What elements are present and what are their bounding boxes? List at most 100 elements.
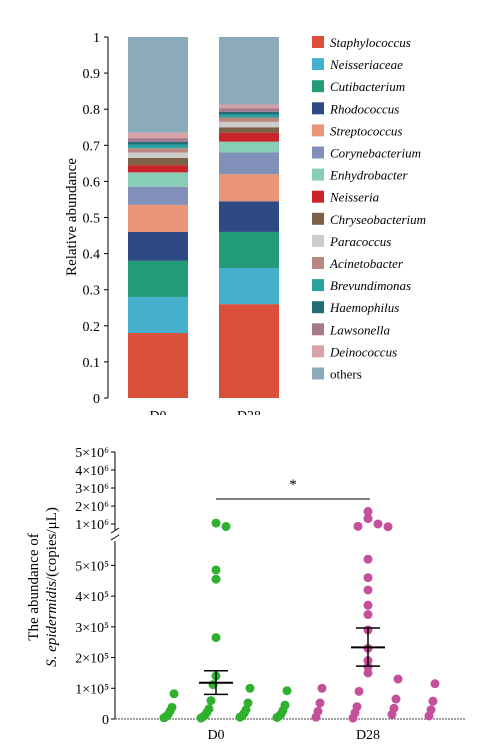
legend-swatch — [312, 345, 324, 358]
data-point-d28 — [393, 674, 403, 684]
chart1-y-tick-label: 0.7 — [83, 139, 101, 154]
bar-segment-d28-enhydrobacter — [219, 141, 279, 153]
chart1-y-tick-label: 1 — [93, 31, 100, 46]
chart2-y-tick-label: 1×10⁶ — [75, 518, 109, 533]
legend-swatch — [312, 212, 324, 225]
legend-label: Neisseriaceae — [329, 57, 403, 72]
bar-segment-d0-neisseriaceae — [128, 296, 188, 334]
legend-swatch — [312, 190, 324, 203]
bar-segment-d0-acinetobacter — [128, 148, 188, 153]
data-point-d28 — [363, 600, 373, 610]
bar-segment-d0-streptococcus — [128, 204, 188, 232]
chart1-y-tick-label: 0.8 — [83, 103, 101, 118]
axis-break-mark — [110, 527, 120, 534]
data-point-d28 — [311, 712, 321, 722]
bar-segment-d0-lawsonella — [128, 138, 188, 142]
bar-segment-d28-deinococcus — [219, 104, 279, 109]
bar-segment-d0-deinococcus — [128, 132, 188, 139]
legend-label: Enhydrobacter — [329, 168, 408, 183]
chart2-y-tick-label: 4×10⁵ — [75, 590, 109, 605]
data-point-d28 — [428, 696, 438, 706]
data-point-d28 — [373, 519, 383, 529]
data-point-d0 — [211, 574, 221, 584]
legend-label: Brevundimonas — [330, 278, 411, 293]
data-point-d28 — [424, 711, 434, 721]
legend-swatch — [312, 58, 324, 71]
bar-segment-d28-paracoccus — [219, 121, 279, 128]
bar-segment-d28-cutibacterium — [219, 231, 279, 269]
stacked-bar-chart: 0 0.1 0.2 0.3 0.4 0.5 0.6 0.7 0.8 0.9 1 D0 D28 Staph… — [64, 31, 426, 415]
data-point-d28 — [387, 709, 397, 719]
bar-segment-d28-others — [219, 37, 279, 105]
data-point-d0 — [206, 696, 216, 706]
bar-segment-d28-lawsonella — [219, 108, 279, 112]
legend-swatch — [312, 36, 324, 48]
bar-segment-d0-enhydrobacter — [128, 172, 188, 187]
bar-segment-d28-brevundimonas — [219, 114, 279, 118]
bar-segment-d28-rhodococcus — [219, 201, 279, 232]
legend-label: Paracoccus — [329, 234, 391, 249]
data-point-d28 — [363, 585, 373, 595]
bar-segment-d0-brevundimonas — [128, 144, 188, 149]
legend-swatch — [312, 80, 324, 93]
chart2-y-tick-label: 1×10⁵ — [75, 682, 109, 697]
legend-swatch — [312, 124, 324, 137]
bar-segment-d0-corynebacterium — [128, 186, 188, 205]
chart1-y-tick-label: 0.2 — [83, 320, 101, 335]
bar-segment-d0-rhodococcus — [128, 231, 188, 261]
bar-segment-d28-neisseriaceae — [219, 268, 279, 305]
chart2-y-tick-label: 3×10⁵ — [75, 621, 109, 636]
legend-swatch — [312, 234, 324, 247]
legend-label: Chryseobacterium — [330, 212, 426, 227]
legend-swatch — [312, 168, 324, 181]
data-point-d28 — [363, 573, 373, 583]
bar-segment-d28-haemophilus — [219, 111, 279, 115]
data-point-d0 — [245, 683, 255, 693]
data-point-d0 — [211, 518, 221, 528]
data-point-d28 — [363, 610, 373, 620]
legend-swatch — [312, 146, 324, 159]
legend-swatch — [312, 367, 324, 380]
chart1-y-tick-label: 0.5 — [83, 212, 101, 227]
legend-swatch — [312, 102, 324, 115]
chart2-x-tick-label: D28 — [356, 728, 380, 743]
chart1-x-tick-label: D0 — [149, 409, 166, 415]
chart1-bars — [128, 37, 279, 398]
data-point-d28 — [353, 521, 363, 531]
scatter-dot-chart: 0 1×10⁵ 2×10⁵ 3×10⁵ 4×10⁵ 5×10⁵ 1×10⁶ 2×10⁶ 3×10… — [26, 446, 466, 743]
bar-segment-d28-streptococcus — [219, 174, 279, 202]
data-point-d0 — [159, 713, 169, 723]
legend-label: Rhodococcus — [329, 101, 399, 116]
chart2-y-tick-label: 2×10⁵ — [75, 652, 109, 667]
chart2-points — [159, 506, 440, 723]
chart1-x-tick-label: D28 — [237, 409, 261, 415]
legend-swatch — [312, 257, 324, 269]
data-point-d28 — [363, 514, 373, 524]
data-point-d28 — [354, 686, 364, 696]
axis-break-mark — [110, 534, 120, 541]
legend-swatch — [312, 279, 324, 292]
data-point-d28 — [363, 668, 373, 678]
chart2-y-axis-label: The abundance of — [26, 533, 42, 640]
legend-label: Neisseria — [329, 190, 380, 205]
chart1-y-tick-label: 0.3 — [83, 284, 101, 299]
chart2-y-axis-label-line2: S. epidermidis/(copies/μL) — [44, 507, 60, 667]
data-point-d0 — [282, 686, 292, 696]
legend-label: Acinetobacter — [329, 256, 404, 271]
legend-label: Corynebacterium — [330, 146, 421, 161]
bar-segment-d0-neisseria — [128, 165, 188, 173]
legend-label: Streptococcus — [330, 123, 402, 138]
data-point-d28 — [317, 683, 327, 693]
chart1-y-tick-label: 0 — [93, 392, 100, 407]
chart1-axes: 0 0.1 0.2 0.3 0.4 0.5 0.6 0.7 0.8 0.9 1 D0 D28 — [83, 31, 262, 415]
data-point-d0 — [169, 689, 179, 699]
bar-segment-d28-neisseria — [219, 132, 279, 142]
data-point-d28 — [430, 679, 440, 689]
data-point-d28 — [363, 554, 373, 564]
legend-label: others — [330, 367, 362, 382]
chart1-y-tick-label: 0.1 — [83, 356, 101, 371]
data-point-d28 — [383, 522, 393, 532]
chart1-y-tick-label: 0.4 — [83, 248, 101, 263]
data-point-d28 — [315, 698, 325, 708]
chart1-y-tick-label: 0.9 — [83, 67, 101, 82]
